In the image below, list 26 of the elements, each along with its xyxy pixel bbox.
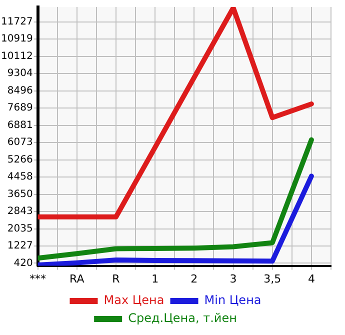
y-tick-label: 10919 bbox=[1, 34, 33, 45]
x-tick-label: 3 bbox=[230, 272, 237, 286]
x-tick-label: R bbox=[112, 272, 120, 286]
y-tick-label: 10112 bbox=[1, 50, 33, 62]
y-tick-label: 8496 bbox=[7, 85, 33, 96]
x-tick-label: 4 bbox=[308, 272, 315, 286]
legend-label: Min Цена bbox=[204, 293, 262, 308]
y-tick-label: 4458 bbox=[7, 172, 33, 183]
legend-label: Сред.Цена, т.йен bbox=[128, 311, 237, 326]
x-tick-label: 2 bbox=[190, 272, 198, 286]
y-tick-label: 6881 bbox=[7, 120, 33, 131]
y-tick-label: 9304 bbox=[7, 68, 33, 80]
y-tick-label: 1227 bbox=[7, 240, 33, 252]
y-tick-label: 6073 bbox=[7, 137, 33, 148]
x-tick-label: *** bbox=[30, 272, 47, 286]
y-tick-label: 5266 bbox=[7, 154, 33, 166]
y-tick-label: 420 bbox=[14, 258, 33, 269]
legend-label: Max Цена bbox=[104, 293, 164, 308]
y-tick-label: 2035 bbox=[7, 223, 33, 234]
x-tick-label: 3,5 bbox=[264, 272, 282, 286]
x-tick-label: RA bbox=[70, 272, 85, 286]
y-tick-label: 2843 bbox=[7, 206, 33, 218]
y-tick-label: 7689 bbox=[7, 102, 33, 114]
x-tick-label: 1 bbox=[152, 272, 159, 286]
y-tick-label: 11727 bbox=[1, 16, 33, 28]
y-tick-label: 3650 bbox=[7, 188, 33, 200]
